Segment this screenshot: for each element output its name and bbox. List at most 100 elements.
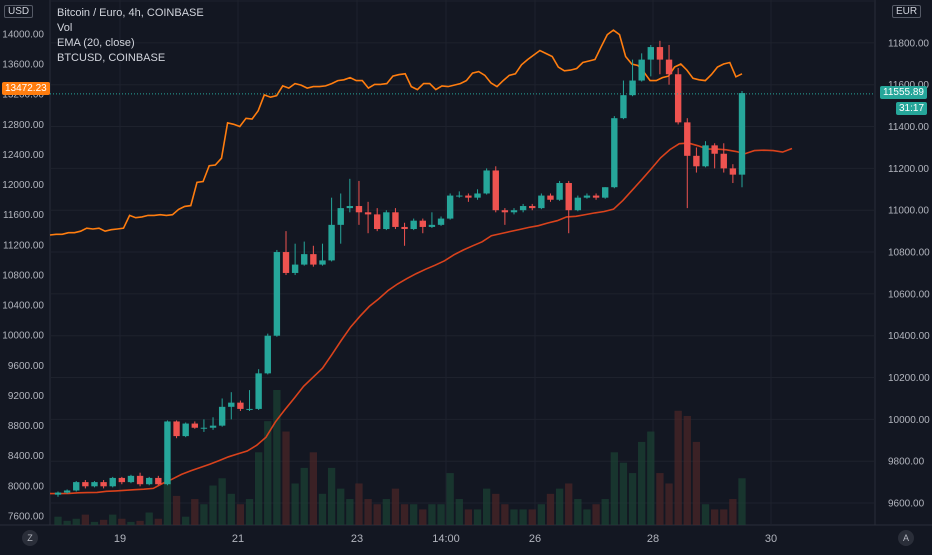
volume-bar [592, 504, 600, 525]
candle [228, 392, 235, 420]
candle-body [82, 482, 89, 487]
volume-bar [282, 431, 290, 525]
volume-bar [501, 504, 509, 525]
candle-body [255, 373, 262, 409]
candle-body [301, 254, 308, 265]
candle-body [355, 206, 363, 213]
candle [483, 168, 490, 195]
volume-bar [455, 499, 463, 525]
ema-line [50, 142, 793, 495]
volume-bar [729, 499, 737, 525]
volume-bar [81, 514, 90, 525]
candle [592, 193, 600, 200]
candle [127, 474, 135, 484]
candle-body [711, 145, 718, 154]
volume-bar [346, 499, 354, 525]
candle-body [100, 482, 107, 487]
candle [547, 193, 554, 202]
candle [374, 208, 381, 232]
candle [91, 481, 98, 488]
volume-bar [638, 441, 646, 525]
candle-body [702, 145, 709, 167]
candle [665, 44, 673, 85]
volume-bar [99, 519, 108, 525]
volume-bar [710, 509, 719, 525]
volume-bar [118, 518, 126, 525]
left-axis-tick-label: 10000.00 [2, 331, 44, 342]
right-axis-tick-label: 9800.00 [888, 457, 925, 468]
volume-bar [391, 488, 400, 525]
candle-body [602, 187, 609, 198]
volume-bar [145, 512, 153, 525]
candle [565, 180, 572, 234]
candle [301, 241, 308, 266]
volume-bar [574, 499, 582, 525]
volume-bar [209, 485, 217, 525]
candle [474, 189, 481, 200]
candle-body [73, 482, 80, 491]
candle [182, 422, 189, 438]
candle-body [118, 477, 126, 483]
candle-body [583, 195, 591, 198]
candle-body [310, 254, 317, 265]
candle [310, 245, 317, 267]
candle-body [401, 226, 408, 230]
left-axis-tick-label: 13600.00 [2, 60, 44, 71]
candle-body [346, 206, 354, 209]
candle [246, 390, 253, 412]
volume-bar [692, 441, 701, 525]
candle-body [529, 206, 536, 209]
z-button[interactable]: Z [22, 530, 38, 546]
candle [611, 116, 618, 189]
volume-bar [601, 499, 609, 525]
left-price-badge: 13472.23 [2, 82, 50, 95]
candle-body [127, 475, 135, 483]
candle [674, 67, 682, 125]
candle [583, 193, 591, 199]
legend-vol: Vol [57, 22, 73, 34]
candle-body [729, 168, 737, 175]
candle-body [364, 212, 372, 215]
countdown-badge: 31:17 [896, 102, 928, 115]
right-currency-badge[interactable]: EUR [892, 5, 922, 18]
volume-bar [428, 504, 436, 525]
candle-body [510, 210, 518, 213]
candle-body [155, 477, 162, 485]
candle-body [164, 421, 171, 485]
candle-body [574, 197, 582, 211]
left-axis-tick-label: 9600.00 [8, 361, 45, 372]
candle-body [565, 183, 572, 211]
candle-body [556, 183, 563, 200]
volume-bar [410, 504, 418, 525]
left-axis-tick-label: 10400.00 [2, 301, 44, 312]
candle [355, 180, 363, 225]
candle-body [638, 59, 645, 81]
left-currency-badge[interactable]: USD [4, 5, 34, 18]
x-axis-tick-label: 14:00 [432, 533, 460, 545]
candle-body [91, 482, 98, 487]
volume-bar [546, 493, 555, 525]
volume-bar [510, 509, 518, 525]
volume-bar [446, 473, 454, 525]
candle-body [218, 406, 226, 426]
candle-body [674, 74, 682, 123]
volume-bar [528, 509, 536, 525]
candle [82, 480, 89, 489]
right-axis-tick-label: 11600.00 [888, 80, 929, 91]
candle [136, 472, 144, 487]
candle-body [410, 220, 417, 230]
candle-body [228, 402, 235, 407]
candle [620, 80, 627, 120]
a-button[interactable]: A [898, 530, 914, 546]
candle [155, 475, 162, 486]
volume-bar [364, 499, 372, 525]
candle [519, 203, 527, 213]
candle-body [109, 477, 116, 487]
candle-body [519, 206, 527, 211]
volume-bar [254, 452, 263, 525]
candle-body [173, 421, 180, 437]
candle [100, 480, 107, 489]
volume-bar [647, 431, 655, 525]
